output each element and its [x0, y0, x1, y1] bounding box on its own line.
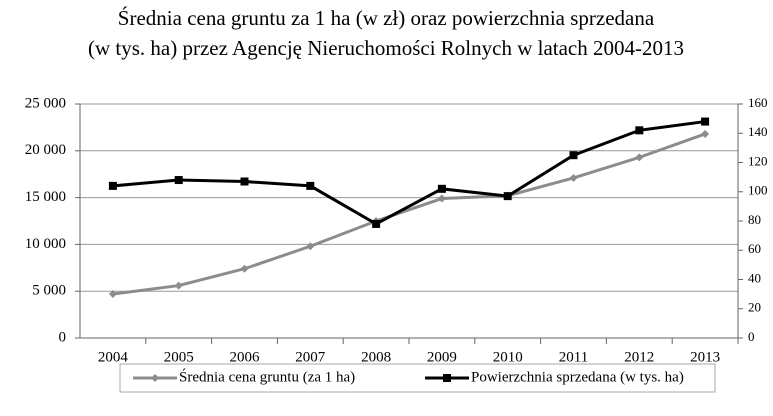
marker [635, 126, 644, 135]
y-tick-label: 25 000 [25, 95, 66, 111]
x-tick-label: 2005 [164, 349, 194, 365]
y-tick-label: 15 000 [25, 189, 66, 205]
marker [569, 173, 578, 182]
x-tick-label: 2009 [427, 349, 457, 365]
chart-title: Średnia cena gruntu za 1 ha (w zł) oraz … [118, 6, 655, 30]
marker [306, 242, 315, 251]
marker [701, 117, 710, 126]
marker [503, 192, 512, 201]
y-tick-label: 0 [59, 329, 67, 345]
y2-tick-label: 80 [748, 212, 761, 227]
marker [174, 281, 183, 290]
y2-tick-label: 120 [748, 153, 768, 168]
legend-marker [443, 374, 451, 382]
marker [701, 129, 710, 138]
marker [108, 181, 117, 190]
y2-tick-label: 140 [748, 124, 768, 139]
y2-tick-label: 0 [748, 329, 755, 344]
legend-box [119, 363, 716, 393]
series-line [112, 132, 706, 296]
x-tick-label: 2011 [559, 349, 588, 365]
y2-tick-label: 160 [748, 95, 768, 110]
x-tick-label: 2007 [295, 349, 326, 365]
x-tick-label: 2010 [493, 349, 523, 365]
y2-tick-label: 20 [748, 300, 761, 315]
legend-marker [151, 374, 159, 382]
marker [240, 177, 249, 186]
y-tick-label: 5 000 [32, 283, 66, 299]
y-tick-label: 20 000 [25, 142, 66, 158]
x-tick-label: 2004 [98, 349, 129, 365]
marker [372, 219, 381, 228]
marker [437, 194, 446, 203]
y2-tick-label: 100 [748, 183, 768, 198]
marker [108, 290, 117, 299]
y2-tick-label: 40 [748, 270, 761, 285]
series-line [112, 120, 706, 226]
legend-label: Powierzchnia sprzedana (w tys. ha) [471, 369, 684, 385]
y-tick-label: 10 000 [25, 236, 66, 252]
x-tick-label: 2013 [690, 349, 720, 365]
x-tick-label: 2012 [624, 349, 654, 365]
marker [240, 264, 249, 273]
y2-tick-label: 60 [748, 241, 761, 256]
marker [174, 176, 183, 185]
marker [437, 184, 446, 193]
marker [306, 181, 315, 190]
marker [635, 153, 644, 162]
x-tick-label: 2006 [230, 349, 261, 365]
chart-title: (w tys. ha) przez Agencję Nieruchomości … [88, 36, 684, 60]
marker [569, 151, 578, 160]
legend-label: Średnia cena gruntu (za 1 ha) [179, 368, 355, 385]
x-tick-label: 2008 [361, 349, 391, 365]
